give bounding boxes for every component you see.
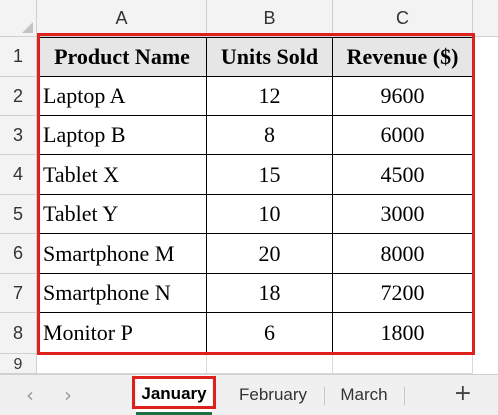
- header-cell-revenue[interactable]: Revenue ($): [333, 37, 473, 77]
- table-cell-units[interactable]: 6: [207, 313, 333, 354]
- table-cell-product[interactable]: Laptop B: [37, 116, 207, 155]
- table-cell-revenue[interactable]: 6000: [333, 116, 473, 155]
- column-header-c[interactable]: C: [333, 0, 473, 37]
- chevron-left-icon[interactable]: ‹: [26, 383, 34, 407]
- row-header-9[interactable]: 9: [0, 354, 37, 374]
- row-header-6[interactable]: 6: [0, 234, 37, 274]
- table-cell-revenue[interactable]: 7200: [333, 274, 473, 313]
- add-sheet-icon[interactable]: +: [453, 381, 472, 406]
- table-cell-units[interactable]: 20: [207, 234, 333, 274]
- sheet-tab-bar: ‹ › January February March +: [0, 374, 498, 415]
- chevron-right-icon[interactable]: ›: [64, 383, 72, 407]
- row-header-1[interactable]: 1: [0, 37, 37, 77]
- table-cell-revenue[interactable]: 4500: [333, 155, 473, 195]
- tab-february[interactable]: February: [238, 385, 308, 404]
- row-header-7[interactable]: 7: [0, 274, 37, 313]
- column-header-b[interactable]: B: [207, 0, 333, 37]
- table-cell-revenue[interactable]: 8000: [333, 234, 473, 274]
- select-all-corner[interactable]: [0, 0, 37, 37]
- table-cell-product[interactable]: Smartphone M: [37, 234, 207, 274]
- table-cell-product[interactable]: Laptop A: [37, 77, 207, 116]
- row-header-5[interactable]: 5: [0, 195, 37, 234]
- row-header-3[interactable]: 3: [0, 116, 37, 155]
- tab-march[interactable]: March: [340, 385, 388, 404]
- table-cell-revenue[interactable]: 1800: [333, 313, 473, 354]
- tab-separator: [404, 387, 405, 405]
- table-cell-revenue[interactable]: 3000: [333, 195, 473, 234]
- row-header-2[interactable]: 2: [0, 77, 37, 116]
- table-cell-units[interactable]: 18: [207, 274, 333, 313]
- tab-separator: [324, 387, 325, 405]
- column-header-filler: [473, 0, 498, 37]
- table-cell-product[interactable]: Tablet X: [37, 155, 207, 195]
- empty-cell[interactable]: [333, 354, 473, 374]
- tab-january[interactable]: January: [136, 375, 212, 415]
- header-cell-units-sold[interactable]: Units Sold: [207, 37, 333, 77]
- header-cell-product-name[interactable]: Product Name: [37, 37, 207, 77]
- table-cell-product[interactable]: Tablet Y: [37, 195, 207, 234]
- table-cell-revenue[interactable]: 9600: [333, 77, 473, 116]
- table-cell-product[interactable]: Smartphone N: [37, 274, 207, 313]
- table-cell-units[interactable]: 10: [207, 195, 333, 234]
- row-header-4[interactable]: 4: [0, 155, 37, 195]
- empty-cell[interactable]: [207, 354, 333, 374]
- row-header-8[interactable]: 8: [0, 313, 37, 354]
- table-cell-units[interactable]: 12: [207, 77, 333, 116]
- table-cell-units[interactable]: 15: [207, 155, 333, 195]
- select-all-triangle-icon: [22, 22, 33, 33]
- table-cell-units[interactable]: 8: [207, 116, 333, 155]
- table-cell-product[interactable]: Monitor P: [37, 313, 207, 354]
- column-header-a[interactable]: A: [37, 0, 207, 37]
- empty-cell[interactable]: [37, 354, 207, 374]
